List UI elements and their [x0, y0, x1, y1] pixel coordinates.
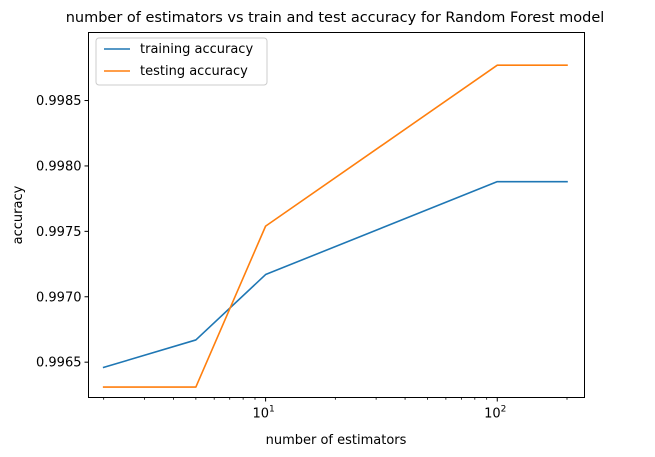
y-axis-ticks: 0.9965 0.9970 0.9975 0.9980 0.9985	[36, 94, 89, 371]
y-tick-label-3: 0.9980	[36, 159, 82, 174]
y-tick-label-2: 0.9975	[36, 225, 82, 240]
y-tick-label-1: 0.9970	[36, 290, 82, 305]
plot-frame	[88, 32, 585, 398]
series-line-0	[102, 180, 568, 369]
legend-label-training: training accuracy	[140, 42, 253, 57]
legend: training accuracy testing accuracy	[95, 37, 268, 86]
x-tick-label-1: 102	[484, 405, 506, 422]
chart-title: number of estimators vs train and test a…	[66, 10, 605, 26]
x-tick-label-0: 101	[252, 405, 274, 422]
legend-label-testing: testing accuracy	[140, 64, 248, 79]
x-axis-ticks: 101 102	[103, 397, 568, 422]
series-layer	[102, 64, 568, 388]
y-tick-label-4: 0.9985	[36, 94, 82, 109]
legend-box	[95, 37, 268, 86]
series-line-1	[102, 64, 568, 388]
y-axis-label: accuracy	[11, 185, 26, 244]
x-axis-label: number of estimators	[266, 433, 407, 448]
y-tick-label-0: 0.9965	[36, 356, 82, 371]
